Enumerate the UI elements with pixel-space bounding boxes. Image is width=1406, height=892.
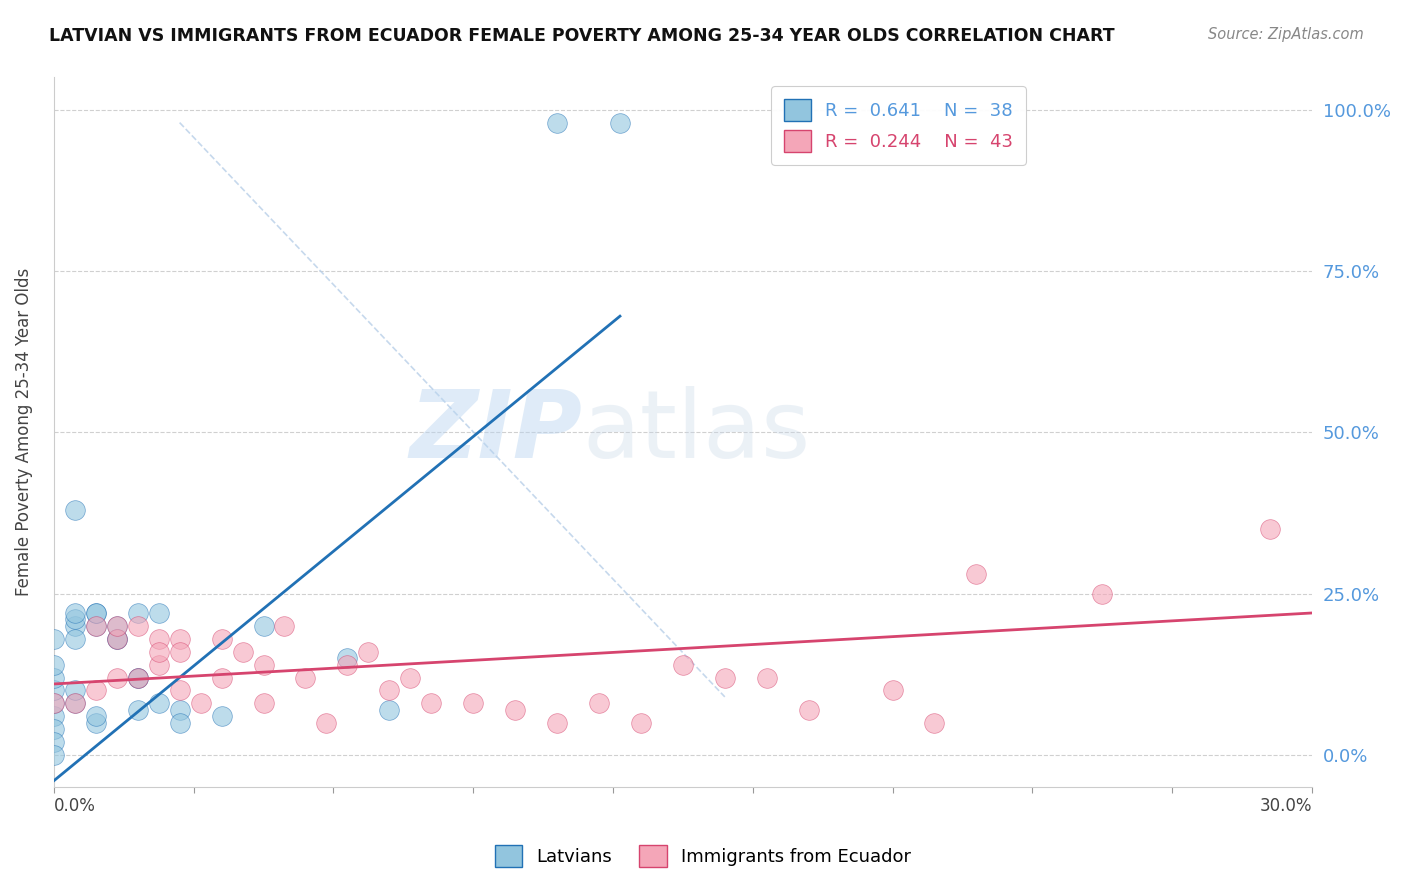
Point [588,696,610,710]
Point [169,645,191,659]
Point [882,683,904,698]
Point [42,696,65,710]
Point [169,683,191,698]
Point [148,696,170,710]
Point [84,619,107,633]
Point [965,567,987,582]
Point [63,612,86,626]
Point [294,671,316,685]
Point [252,619,274,633]
Text: 30.0%: 30.0% [1260,797,1312,815]
Point [63,683,86,698]
Point [105,632,128,646]
Point [42,683,65,698]
Point [84,619,107,633]
Text: 0.0%: 0.0% [53,797,96,815]
Point [378,683,401,698]
Point [84,606,107,620]
Point [148,645,170,659]
Point [127,671,149,685]
Point [797,703,820,717]
Point [63,619,86,633]
Point [127,619,149,633]
Legend: Latvians, Immigrants from Ecuador: Latvians, Immigrants from Ecuador [488,838,918,874]
Point [630,715,652,730]
Point [42,657,65,672]
Point [127,606,149,620]
Point [63,502,86,516]
Legend: R =  0.641    N =  38, R =  0.244    N =  43: R = 0.641 N = 38, R = 0.244 N = 43 [772,87,1026,165]
Text: LATVIAN VS IMMIGRANTS FROM ECUADOR FEMALE POVERTY AMONG 25-34 YEAR OLDS CORRELAT: LATVIAN VS IMMIGRANTS FROM ECUADOR FEMAL… [49,27,1115,45]
Point [503,703,526,717]
Point [546,715,568,730]
Point [105,619,128,633]
Text: Source: ZipAtlas.com: Source: ZipAtlas.com [1208,27,1364,42]
Point [609,115,631,129]
Point [336,657,359,672]
Point [148,657,170,672]
Point [42,671,65,685]
Point [105,632,128,646]
Point [1091,586,1114,600]
Point [672,657,695,672]
Text: atlas: atlas [582,386,810,478]
Point [420,696,443,710]
Point [84,715,107,730]
Point [84,709,107,723]
Text: ZIP: ZIP [409,386,582,478]
Point [127,671,149,685]
Point [546,115,568,129]
Point [378,703,401,717]
Point [148,632,170,646]
Point [42,747,65,762]
Point [1258,522,1281,536]
Point [211,709,233,723]
Point [755,671,778,685]
Point [42,709,65,723]
Point [105,632,128,646]
Point [42,696,65,710]
Point [357,645,380,659]
Point [336,651,359,665]
Point [211,671,233,685]
Point [42,735,65,749]
Point [252,657,274,672]
Point [42,632,65,646]
Point [148,606,170,620]
Point [463,696,485,710]
Point [315,715,337,730]
Point [273,619,295,633]
Point [42,722,65,736]
Point [169,703,191,717]
Point [127,671,149,685]
Point [232,645,254,659]
Point [190,696,212,710]
Y-axis label: Female Poverty Among 25-34 Year Olds: Female Poverty Among 25-34 Year Olds [15,268,32,597]
Point [924,715,946,730]
Point [714,671,737,685]
Point [105,671,128,685]
Point [84,683,107,698]
Point [63,696,86,710]
Point [211,632,233,646]
Point [84,606,107,620]
Point [105,619,128,633]
Point [63,606,86,620]
Point [63,632,86,646]
Point [63,696,86,710]
Point [169,632,191,646]
Point [127,703,149,717]
Point [399,671,422,685]
Point [252,696,274,710]
Point [169,715,191,730]
